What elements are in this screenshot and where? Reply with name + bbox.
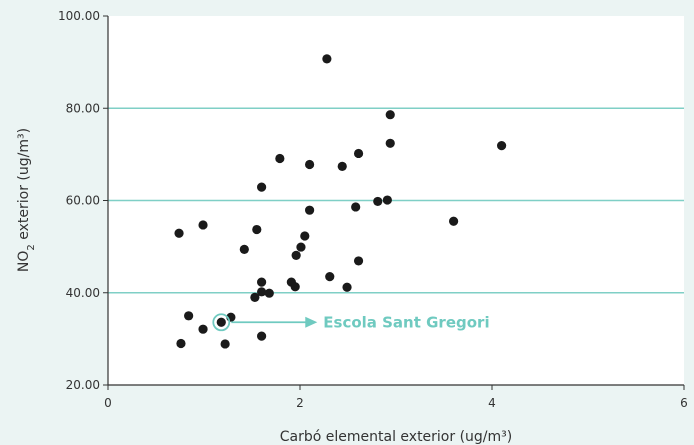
x-axis-ticks: 0 2 4 6 [104,385,688,410]
data-point [325,272,335,282]
data-points [174,54,507,349]
y-axis-title: NO2 exterior (ug/m³) [16,128,37,272]
data-point [351,202,361,212]
data-point [174,228,184,238]
annotation-arrowhead [305,316,318,328]
y-axis-title-subscript: 2 [26,244,37,250]
y-tick-label: 20.00 [66,378,100,392]
data-point [291,250,301,260]
y-axis-title-main: NO [16,251,32,273]
data-point [198,220,208,230]
data-point [257,331,267,341]
data-point [449,216,459,226]
x-tick-label: 2 [296,396,304,410]
x-tick-label: 0 [104,396,112,410]
y-axis-ticks: 20.00 40.00 60.00 80.00 100.00 [58,9,108,392]
data-point [176,338,186,349]
highlight-ring [212,313,231,332]
data-point [257,182,267,192]
annotation-label: Escola Sant Gregori [323,313,489,331]
data-point [290,282,300,292]
gridlines [108,107,684,294]
data-point [184,311,194,321]
data-point [342,282,352,292]
y-tick-label: 80.00 [66,101,100,115]
data-point [275,153,285,164]
x-axis-title: Carbó elemental exterior (ug/m³) [280,429,512,445]
data-point [385,110,395,120]
data-point [257,287,267,297]
data-point [257,277,267,287]
data-point [300,231,310,241]
data-point [264,288,274,298]
data-point [497,141,507,151]
data-point [296,242,306,252]
y-tick-label: 60.00 [66,194,100,208]
data-point [250,292,260,302]
data-point [337,161,347,171]
highlight-annotation: Escola Sant Gregori [212,313,490,332]
data-point [252,224,262,235]
data-point [322,54,332,64]
x-tick-label: 4 [488,396,496,410]
data-point [373,196,383,207]
y-tick-label: 100.00 [58,9,100,23]
y-axis-title-rest: exterior (ug/m³) [16,128,32,244]
data-point [305,159,315,170]
data-point [385,138,395,148]
data-point [198,324,208,334]
data-point [239,244,249,254]
data-point [353,148,364,159]
data-point [382,195,392,205]
data-point [216,317,226,327]
data-point [353,256,364,266]
y-tick-label: 40.00 [66,286,100,300]
data-point [220,339,230,349]
x-tick-label: 6 [680,396,688,410]
data-point [305,205,315,215]
